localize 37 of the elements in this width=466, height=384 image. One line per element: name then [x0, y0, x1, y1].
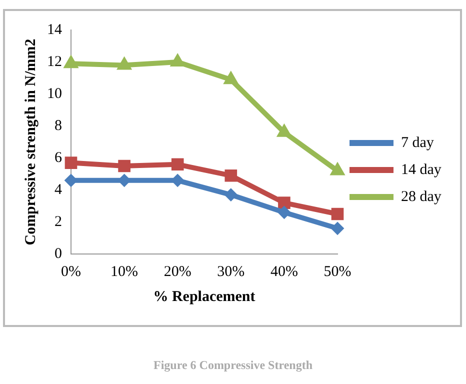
y-tick-label: 12 — [47, 54, 62, 70]
point — [64, 174, 78, 187]
x-tick-label: 20% — [164, 264, 192, 280]
x-tick-label: 40% — [270, 264, 298, 280]
point — [278, 196, 290, 209]
y-tick-label: 14 — [47, 22, 62, 38]
point — [170, 54, 186, 66]
point — [116, 56, 132, 70]
point — [171, 174, 184, 187]
x-tick-label: 30% — [217, 264, 245, 280]
point — [64, 156, 78, 169]
y-tick-label: 6 — [54, 150, 62, 166]
point — [224, 169, 238, 182]
point — [118, 160, 130, 172]
y-tick-label: 8 — [54, 118, 62, 134]
point — [64, 55, 78, 68]
x-tick-label: 50% — [324, 264, 352, 280]
point — [223, 71, 238, 84]
point — [276, 124, 292, 137]
point — [118, 174, 131, 187]
y-tick-label: 2 — [54, 214, 62, 230]
y-tick-label: 10 — [47, 86, 62, 102]
legend-label: 7 day — [401, 134, 434, 151]
point — [331, 222, 344, 235]
x-tick-label: 0% — [61, 264, 81, 280]
y-tick-label: 0 — [54, 246, 62, 262]
x-axis-title: % Replacement — [153, 288, 256, 305]
point — [331, 208, 344, 220]
y-tick-label: 4 — [54, 182, 62, 198]
y-axis-title: Compressive strength in N/mm2 — [22, 38, 39, 246]
legend-label: 14 day — [401, 162, 442, 178]
point — [278, 206, 291, 219]
point — [171, 158, 184, 171]
point — [224, 188, 238, 202]
caption: Figure 6 Compressive Strength — [152, 358, 314, 373]
legend-label: 28 day — [401, 188, 442, 205]
x-tick-label: 10% — [110, 264, 138, 280]
